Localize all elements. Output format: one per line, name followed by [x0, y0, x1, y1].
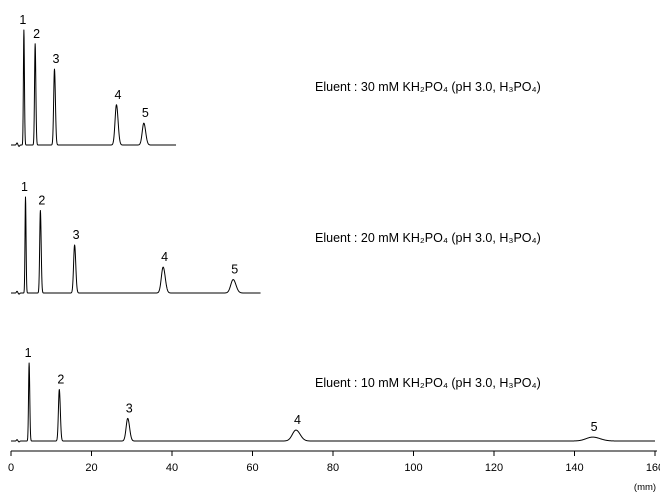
eluent-10mM-label: Eluent : 10 mM KH₂PO₄ (pH 3.0, H₃PO₄) [315, 376, 541, 390]
peak-label-1: 1 [25, 346, 32, 360]
peak-label-4: 4 [114, 88, 121, 102]
peak-label-5: 5 [142, 106, 149, 120]
peak-label-3: 3 [73, 228, 80, 242]
peak-label-5: 5 [231, 263, 238, 277]
eluent-30mM-label: Eluent : 30 mM KH₂PO₄ (pH 3.0, H₃PO₄) [315, 80, 541, 94]
x-tick-label: 20 [85, 462, 97, 474]
peak-label-3: 3 [126, 401, 133, 415]
x-axis-unit-label: (mm) [634, 482, 656, 493]
x-tick-label: 120 [485, 462, 503, 474]
peak-label-4: 4 [161, 250, 168, 264]
x-tick-label: 60 [246, 462, 258, 474]
x-tick-label: 40 [166, 462, 178, 474]
peak-label-2: 2 [38, 193, 45, 207]
peak-label-5: 5 [591, 420, 598, 434]
chromatogram-10mM: 1 2 3 4 5 Eluent : 10 mM KH₂PO₄ (pH 3.0, H₃P… [10, 346, 656, 443]
x-tick-label: 100 [404, 462, 422, 474]
eluent-20mM-label: Eluent : 20 mM KH₂PO₄ (pH 3.0, H₃PO₄) [315, 231, 541, 245]
x-tick-label: 80 [327, 462, 339, 474]
trace-30mM [10, 29, 177, 147]
chromatogram-30mM: 123 4 5 Eluent : 30 mM KH₂PO₄ (pH 3.0, H₃P… [10, 13, 541, 147]
peak-label-2: 2 [33, 27, 40, 41]
x-tick-label: 160 [646, 462, 660, 474]
peak-label-2: 2 [57, 373, 64, 387]
x-tick-label: 0 [8, 462, 14, 474]
peak-label-3: 3 [52, 52, 59, 66]
peak-label-1: 1 [19, 13, 26, 27]
trace-20mM [10, 196, 261, 295]
x-axis: 0 20 40 60 80 100 120 140 160 (mm) [8, 450, 660, 493]
chromatogram-20mM: 12 3 4 5 Eluent : 20 mM KH₂PO₄ (pH 3.0, H₃P… [10, 180, 541, 295]
x-tick-label: 140 [565, 462, 583, 474]
peak-label-4: 4 [294, 413, 301, 427]
trace-10mM [10, 362, 656, 443]
peak-label-1: 1 [21, 180, 28, 194]
